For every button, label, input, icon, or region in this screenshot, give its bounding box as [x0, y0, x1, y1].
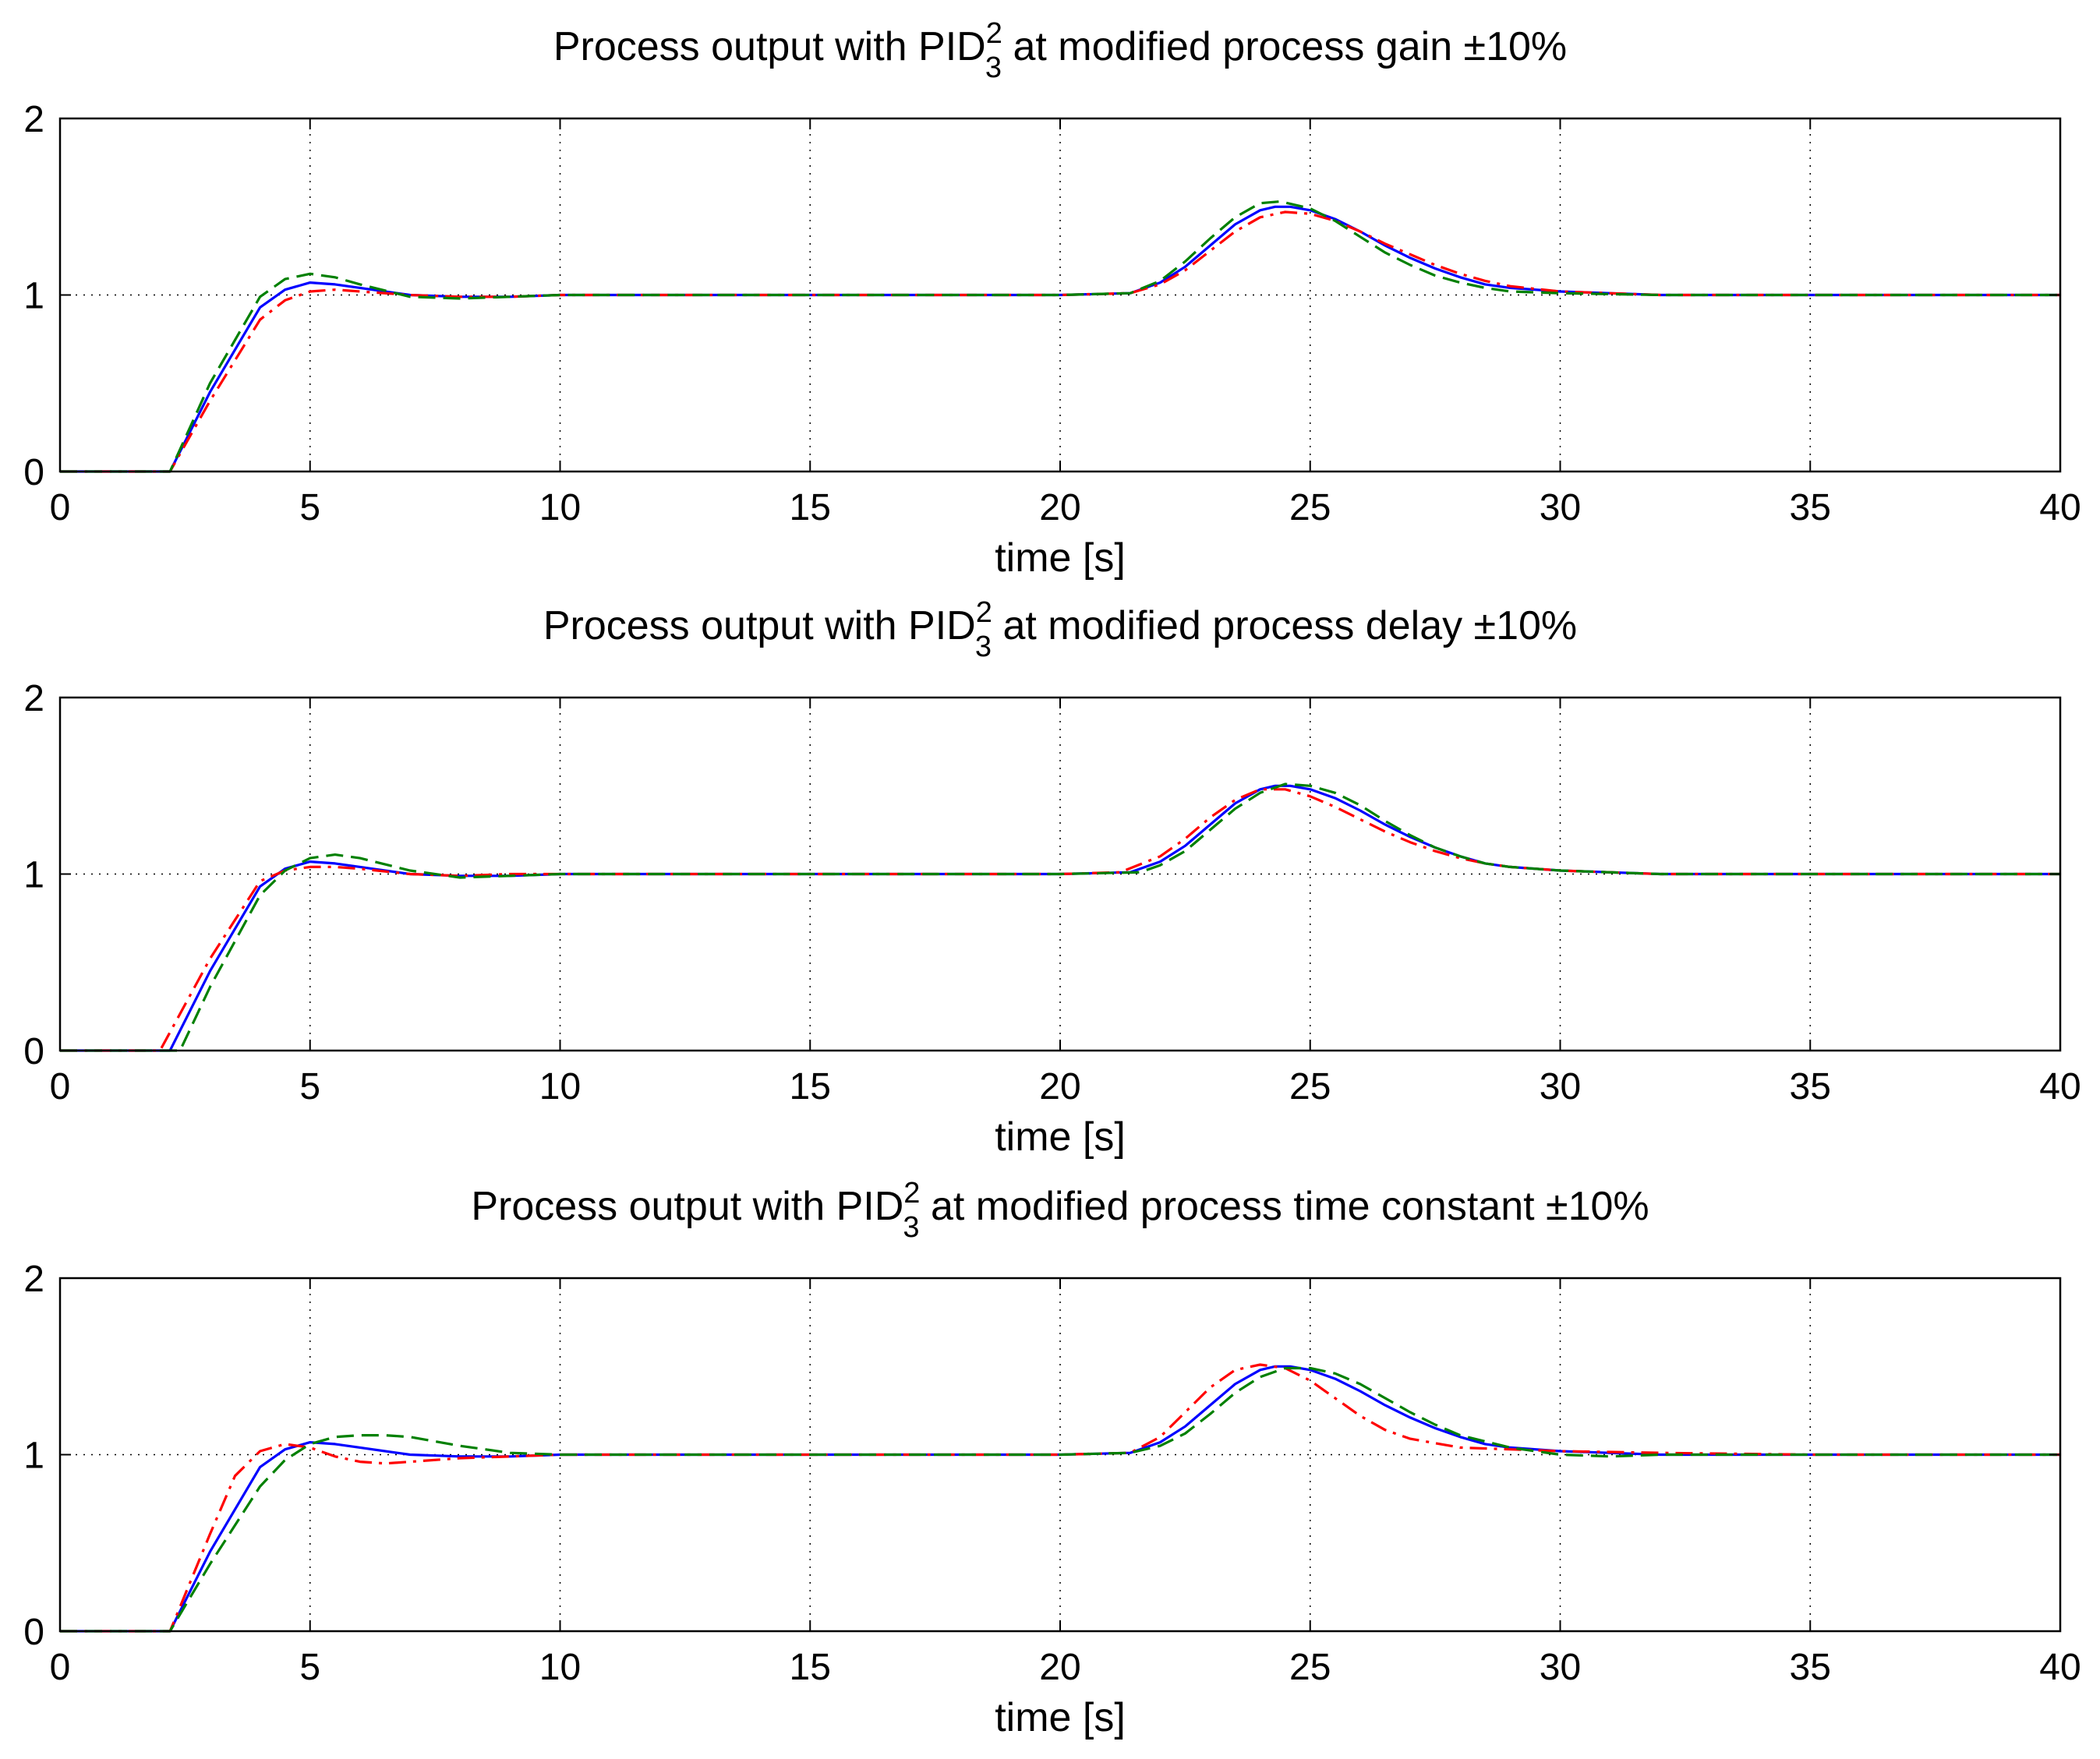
title-subscript: 3	[975, 630, 992, 663]
x-axis-label: time [s]	[995, 1695, 1126, 1740]
x-tick-label: 20	[1039, 487, 1080, 528]
x-tick-label: 5	[299, 1066, 320, 1107]
x-tick-label: 35	[1790, 1066, 1831, 1107]
x-tick-label: 35	[1790, 1647, 1831, 1688]
x-axis-label: time [s]	[995, 1114, 1126, 1160]
series-line	[60, 210, 2060, 473]
y-tick-label: 2	[23, 678, 44, 719]
y-tick-label: 1	[23, 276, 44, 317]
x-tick-label: 30	[1540, 1066, 1581, 1107]
series-line	[60, 1366, 2060, 1633]
x-tick-label: 40	[2039, 1066, 2081, 1107]
title-subscript: 3	[985, 51, 1002, 84]
series-line	[60, 782, 2060, 1052]
y-tick-label: 2	[23, 1259, 44, 1300]
title-rest: at modified process delay ±10%	[992, 603, 1577, 648]
subplot-1: Process output with PID2 3 at modified pr…	[23, 17, 2081, 581]
x-tick-label: 0	[50, 487, 71, 528]
series-line	[60, 200, 2060, 473]
chart-title: Process output with PID2 3 at modified pr…	[471, 1177, 1649, 1244]
x-tick-label: 5	[299, 487, 320, 528]
subplot-3: Process output with PID2 3 at modified pr…	[23, 1177, 2081, 1740]
x-tick-label: 15	[790, 487, 831, 528]
x-tick-label: 15	[790, 1647, 831, 1688]
x-tick-label: 40	[2039, 487, 2081, 528]
series-line	[60, 788, 2060, 1052]
x-tick-label: 20	[1039, 1647, 1080, 1688]
x-tick-label: 10	[539, 1066, 581, 1107]
x-tick-label: 15	[790, 1066, 831, 1107]
title-superscript: 2	[976, 596, 992, 629]
series-line	[60, 1365, 2060, 1633]
x-tick-label: 25	[1289, 487, 1331, 528]
x-tick-label: 30	[1540, 487, 1581, 528]
title-main: Process output with PID	[543, 603, 976, 648]
y-tick-label: 1	[23, 855, 44, 896]
x-tick-label: 10	[539, 1647, 581, 1688]
title-subscript: 3	[903, 1211, 919, 1244]
chart-title: Process output with PID2 3 at modified pr…	[543, 596, 1577, 663]
x-tick-label: 35	[1790, 487, 1831, 528]
series-line	[60, 784, 2060, 1052]
x-tick-label: 40	[2039, 1647, 2081, 1688]
title-main: Process output with PID	[553, 24, 986, 69]
series-line	[60, 205, 2060, 473]
y-tick-label: 0	[23, 452, 44, 493]
y-tick-label: 2	[23, 99, 44, 140]
y-tick-label: 1	[23, 1436, 44, 1477]
x-tick-label: 0	[50, 1647, 71, 1688]
y-tick-label: 0	[23, 1031, 44, 1072]
x-tick-label: 20	[1039, 1066, 1080, 1107]
title-rest: at modified process gain ±10%	[1002, 24, 1567, 69]
x-tick-label: 30	[1540, 1647, 1581, 1688]
x-tick-label: 10	[539, 487, 581, 528]
title-rest: at modified process time constant ±10%	[920, 1184, 1649, 1229]
y-tick-label: 0	[23, 1612, 44, 1653]
title-main: Process output with PID	[471, 1184, 903, 1229]
x-tick-label: 0	[50, 1066, 71, 1107]
x-axis-label: time [s]	[995, 535, 1126, 581]
title-superscript: 2	[903, 1177, 920, 1210]
chart-title: Process output with PID2 3 at modified pr…	[553, 17, 1567, 84]
x-tick-label: 5	[299, 1647, 320, 1688]
title-superscript: 2	[986, 17, 1002, 50]
x-tick-label: 25	[1289, 1066, 1331, 1107]
subplot-2: Process output with PID2 3 at modified pr…	[23, 596, 2081, 1160]
x-tick-label: 25	[1289, 1647, 1331, 1688]
series-line	[60, 1363, 2060, 1633]
